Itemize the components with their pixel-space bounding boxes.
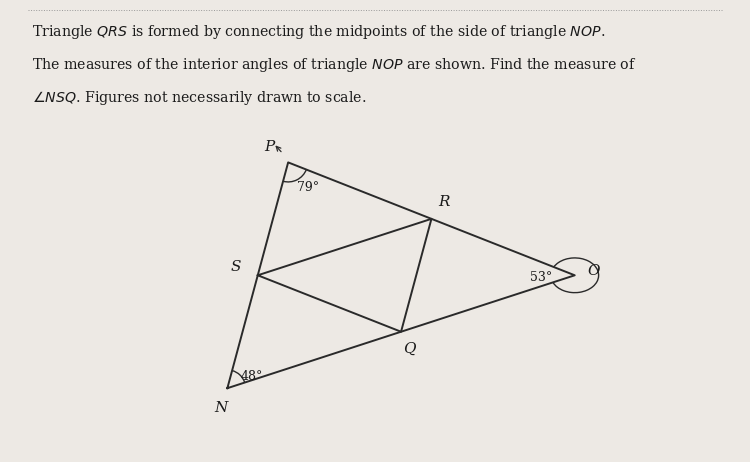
Text: P: P [264, 140, 274, 154]
Text: Triangle $QRS$ is formed by connecting the midpoints of the side of triangle $NO: Triangle $QRS$ is formed by connecting t… [32, 24, 605, 42]
Text: $\angle NSQ$. Figures not necessarily drawn to scale.: $\angle NSQ$. Figures not necessarily dr… [32, 90, 367, 108]
Text: Q: Q [404, 341, 416, 356]
Text: R: R [439, 195, 450, 209]
Text: The measures of the interior angles of triangle $NOP$ are shown. Find the measur: The measures of the interior angles of t… [32, 56, 637, 74]
Text: 53°: 53° [530, 271, 552, 285]
Text: 79°: 79° [297, 181, 319, 194]
Text: N: N [214, 401, 228, 415]
Text: 48°: 48° [241, 371, 262, 383]
Text: O: O [587, 264, 600, 278]
Text: S: S [231, 260, 242, 274]
